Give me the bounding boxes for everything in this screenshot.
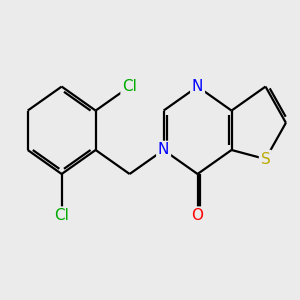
Text: Cl: Cl (122, 79, 137, 94)
Text: N: N (158, 142, 169, 158)
Text: O: O (192, 208, 204, 223)
Text: S: S (261, 152, 270, 166)
Text: N: N (192, 79, 203, 94)
Text: Cl: Cl (54, 208, 69, 223)
